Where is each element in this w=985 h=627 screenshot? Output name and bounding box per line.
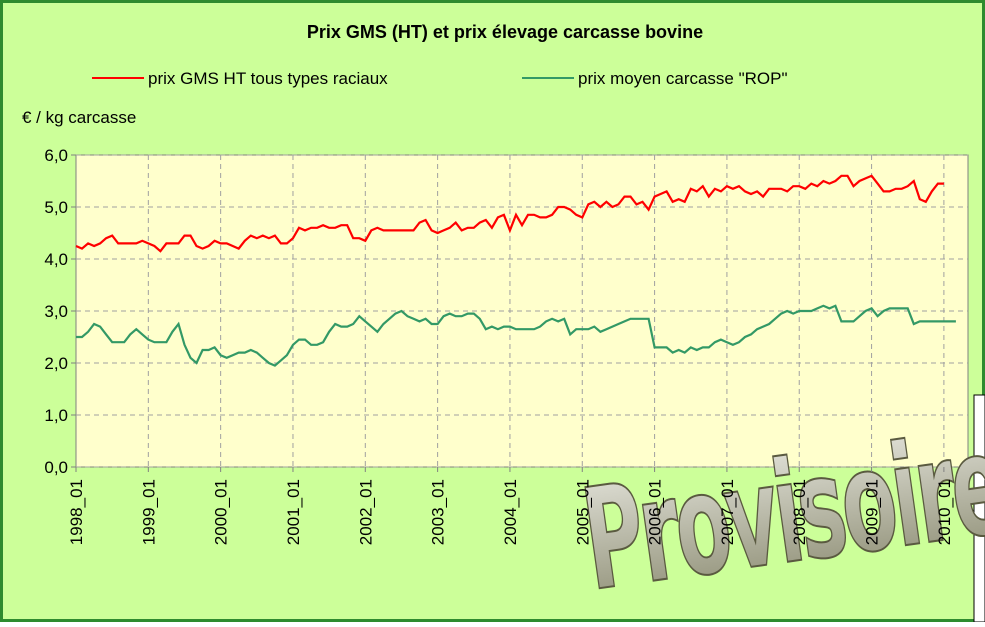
- legend-label: prix moyen carcasse "ROP": [578, 69, 788, 88]
- y-tick-label: 1,0: [44, 406, 68, 425]
- x-tick-label: 2008_01: [790, 479, 809, 545]
- x-tick-label: 2000_01: [212, 479, 231, 545]
- y-tick-label: 0,0: [44, 458, 68, 477]
- x-tick-label: 2006_01: [646, 479, 665, 545]
- x-tick-label: 2009_01: [863, 479, 882, 545]
- x-tick-label: 2007_01: [718, 479, 737, 545]
- x-tick-label: 2002_01: [356, 479, 375, 545]
- x-tick-label: 2001_01: [284, 479, 303, 545]
- y-tick-label: 5,0: [44, 198, 68, 217]
- y-tick-label: 6,0: [44, 146, 68, 165]
- y-axis-label: € / kg carcasse: [22, 108, 136, 127]
- x-tick-label: 2004_01: [501, 479, 520, 545]
- x-tick-label: 1998_01: [67, 479, 86, 545]
- y-tick-label: 4,0: [44, 250, 68, 269]
- y-tick-label: 3,0: [44, 302, 68, 321]
- legend-label: prix GMS HT tous types raciaux: [148, 69, 388, 88]
- chart: Prix GMS (HT) et prix élevage carcasse b…: [0, 0, 985, 622]
- y-tick-label: 2,0: [44, 354, 68, 373]
- x-tick-label: 2003_01: [429, 479, 448, 545]
- x-tick-label: 2010_01: [935, 479, 954, 545]
- x-tick-label: 1999_01: [139, 479, 158, 545]
- x-tick-label: 2005_01: [573, 479, 592, 545]
- chart-title: Prix GMS (HT) et prix élevage carcasse b…: [307, 22, 703, 42]
